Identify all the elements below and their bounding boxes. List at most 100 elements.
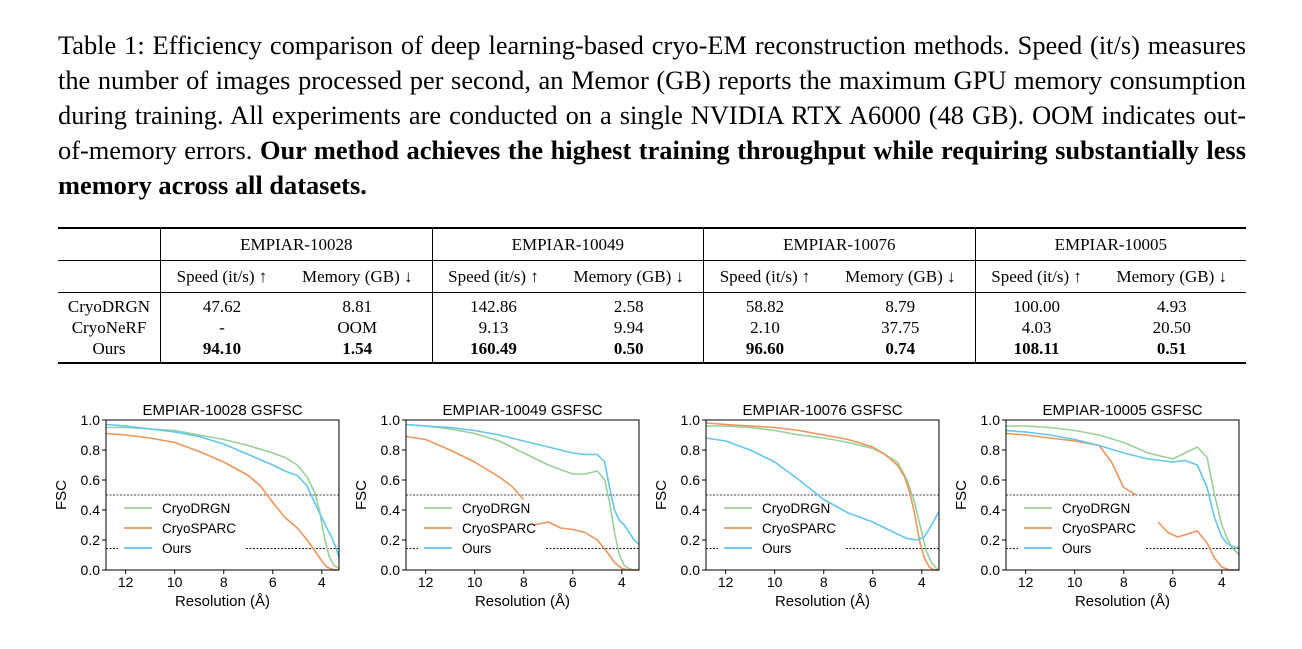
series-line-cryodrgn [1006,425,1240,556]
y-tick-label: 1.0 [681,412,701,428]
x-tick-label: 12 [418,574,434,590]
y-tick-label: 0.0 [981,562,1001,578]
y-tick-label: 0.6 [681,472,701,488]
table-cell: 20.50 [1152,317,1191,337]
method-name: Ours [58,338,161,364]
x-tick-label: 12 [718,574,734,590]
x-tick-label: 4 [618,574,626,590]
y-tick-label: 0.2 [381,532,401,548]
fsc-chart: EMPIAR-10005 GSFSC 12 10 8 6 4 0.0 0.2 0.4 0.6 0.8… [953,402,1240,610]
plot-frame [1005,419,1240,571]
x-tick-label: 10 [167,574,183,590]
y-tick-label: 0.8 [981,442,1001,458]
table-cell: 108.11 [974,338,1098,364]
table-cell: 58.82 [703,292,827,317]
series-line-cryosparc [105,432,339,571]
y-tick-label: 0.2 [681,532,701,548]
y-tick-label: 0.6 [81,472,101,488]
fsc-charts-svg: EMPIAR-10028 GSFSC 12 10 8 6 4 0.0 0.2 0.4 0.6 0.8… [53,402,1240,610]
plot-frame [105,419,340,571]
y-tick-label: 0.2 [81,532,101,548]
legend-label: CryoDRGN [762,501,830,516]
x-tick-label: 6 [1169,574,1177,590]
y-axis-label: FSC [653,480,670,510]
caption-text: Table 1: Efficiency comparison of deep l… [58,30,1246,165]
legend-label: CryoDRGN [162,501,230,516]
y-tick-label: 0.0 [681,562,701,578]
metric-header: Memory (GB) ↓ [282,260,433,293]
legend-label: CryoSPARC [462,521,536,536]
x-tick-label: 4 [1218,574,1226,590]
series-line-cryodrgn [106,426,340,570]
table-cell: 4.03 [974,317,1098,338]
efficiency-table: EMPIAR-10028 EMPIAR-10049 EMPIAR-10076 E… [58,227,1246,364]
y-tick-label: 0.4 [681,502,701,518]
table-cell: 2.58 [613,296,644,316]
table-cell: 142.86 [431,292,555,317]
x-tick-label: 6 [269,574,277,590]
y-tick-label: 0.4 [381,502,401,518]
metric-header: Speed (it/s) ↑ [159,260,283,293]
y-axis-label: FSC [353,480,370,510]
dataset-header: EMPIAR-10049 [431,227,704,261]
x-axis-label: Resolution (Å) [775,593,870,610]
table-cell: 37.75 [881,317,920,337]
method-name: CryoNeRF [71,317,147,337]
x-axis-label: Resolution (Å) [1075,593,1170,610]
x-tick-label: 8 [220,574,228,590]
method-name: CryoDRGN [67,296,151,316]
y-tick-label: 1.0 [381,412,401,428]
metric-header: Speed (it/s) ↑ [703,260,827,293]
chart-title: EMPIAR-10076 GSFSC [742,402,902,419]
y-tick-label: 0.0 [81,562,101,578]
series-line-ours [1005,429,1239,549]
x-tick-label: 10 [467,574,483,590]
plot-frame [705,419,940,571]
series-line-cryosparc [705,422,939,571]
fsc-chart: EMPIAR-10076 GSFSC 12 10 8 6 4 0.0 0.2 0.4 0.6 0.8… [653,402,940,610]
x-axis-label: Resolution (Å) [475,593,570,610]
legend-label: CryoDRGN [1062,501,1130,516]
fsc-chart: EMPIAR-10049 GSFSC 12 10 8 6 4 0.0 0.2 0.4 0.6 0.8… [353,402,640,610]
metric-header: Memory (GB) ↓ [554,260,704,293]
metric-header: Speed (it/s) ↑ [974,260,1098,293]
legend-label: CryoDRGN [462,501,530,516]
x-tick-label: 8 [1120,574,1128,590]
legend-label: Ours [162,541,192,556]
x-tick-label: 4 [918,574,926,590]
metric-header: Memory (GB) ↓ [1097,260,1246,293]
table-cell: 4.93 [1156,296,1187,316]
metric-header: Memory (GB) ↓ [826,260,976,293]
chart-title: EMPIAR-10049 GSFSC [442,402,602,419]
table-cell: 160.49 [431,338,555,364]
series-line-ours [105,423,340,559]
table-cell: 8.81 [342,296,373,316]
table-row: Ours 94.10 1.54 160.49 0.50 96.60 0.74 1… [58,338,1246,364]
table-cell: 2.10 [703,317,827,338]
legend-label: Ours [462,541,492,556]
y-tick-label: 0.8 [81,442,101,458]
dataset-header: EMPIAR-10076 [703,227,976,261]
table-cell: 100.00 [974,292,1098,317]
chart-title: EMPIAR-10028 GSFSC [142,402,302,419]
legend-label: CryoSPARC [762,521,836,536]
table-cell: 8.79 [885,296,916,316]
y-tick-label: 0.8 [681,442,701,458]
table-cell: 1.54 [282,338,433,364]
y-tick-label: 0.2 [981,532,1001,548]
chart-title: EMPIAR-10005 GSFSC [1042,402,1202,419]
table-row: CryoNeRF - OOM 9.13 9.94 2.10 37.75 4.03… [58,317,1246,338]
fsc-plots: EMPIAR-10028 GSFSC 12 10 8 6 4 0.0 0.2 0.4 0.6 0.8… [0,395,1302,644]
x-tick-label: 4 [318,574,326,590]
x-tick-label: 10 [1067,574,1083,590]
y-tick-label: 0.6 [381,472,401,488]
series-line-cryodrgn [405,423,639,571]
y-axis-label: FSC [53,480,70,510]
x-tick-label: 12 [118,574,134,590]
x-tick-label: 12 [1018,574,1034,590]
y-tick-label: 0.6 [981,472,1001,488]
x-tick-label: 6 [569,574,577,590]
dataset-header: EMPIAR-10028 [160,227,433,261]
table-cell: 9.13 [431,317,555,338]
table-cell: - [159,317,283,338]
